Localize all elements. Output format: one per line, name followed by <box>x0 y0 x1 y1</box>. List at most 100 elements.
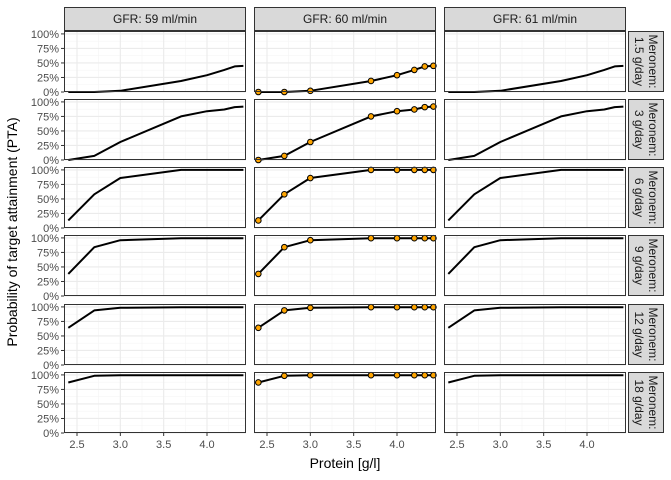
row-strip <box>628 167 664 228</box>
panel-border <box>254 235 436 296</box>
column-strip <box>64 7 246 31</box>
column-strip <box>444 7 626 31</box>
panel-background <box>64 31 246 92</box>
y-tick-label: 25% <box>37 413 59 425</box>
data-point <box>367 113 375 120</box>
panel-background <box>254 235 436 296</box>
y-tick-label: 25% <box>37 276 59 288</box>
y-tick-label: 75% <box>37 316 59 328</box>
y-tick-label: 0% <box>43 360 59 372</box>
data-point <box>255 379 262 386</box>
panel-border <box>254 304 436 365</box>
data-point <box>307 174 314 182</box>
row-strip-label-line: 9 g/day <box>632 246 646 285</box>
panel-border <box>444 31 626 92</box>
data-point <box>255 217 262 224</box>
panel-background <box>254 31 436 92</box>
row-strip-label: Meronem:12 g/day <box>632 307 660 361</box>
y-tick-label: 100% <box>31 29 59 41</box>
panel-background <box>254 372 436 433</box>
row-strip <box>628 99 664 160</box>
data-point <box>281 372 288 380</box>
data-point <box>421 371 429 379</box>
panel-border <box>444 304 626 365</box>
data-point <box>411 234 418 242</box>
facet-strips: GFR: 59 ml/min GFR: 60 ml/min GFR: 61 ml/m… <box>64 7 664 433</box>
panel-background <box>444 372 626 433</box>
row-strip-label-group: Meronem:1.5 g/day <box>632 34 660 88</box>
panel-border <box>254 167 436 228</box>
series-line <box>67 237 244 275</box>
y-tick-label: 50% <box>37 399 59 411</box>
data-point <box>411 371 418 379</box>
x-tick-label: 4.0 <box>579 439 594 451</box>
panel-background <box>444 31 626 92</box>
data-point <box>393 303 401 311</box>
row-strip-label: Meronem:1.5 g/day <box>632 34 660 88</box>
row-strip-label-line: 1.5 g/day <box>632 37 646 86</box>
x-tick-label: 3.0 <box>113 439 128 451</box>
data-point <box>430 62 437 70</box>
data-point <box>393 71 401 79</box>
data-point <box>281 243 288 251</box>
row-strip-label-line: 18 g/day <box>632 379 646 425</box>
row-strip-label-group: Meronem:3 g/day <box>632 102 660 156</box>
panel-background <box>254 99 436 160</box>
x-tick-label: 3.5 <box>346 439 361 451</box>
row-strip-label-group: Meronem:9 g/day <box>632 238 660 292</box>
row-strip-label-line: Meronem: <box>646 34 660 88</box>
data-point <box>307 304 314 312</box>
series-line <box>67 306 244 329</box>
data-point <box>255 324 262 332</box>
column-strip-label: GFR: 59 ml/min <box>113 12 197 26</box>
panel-background <box>64 99 246 160</box>
data-point <box>307 371 314 379</box>
row-strip-label-line: Meronem: <box>646 307 660 361</box>
panel-border <box>64 304 246 365</box>
row-strip-label-line: Meronem: <box>646 170 660 224</box>
row-strip-label: Meronem:9 g/day <box>632 238 660 292</box>
row-strip-label: Meronem:18 g/day <box>632 375 660 429</box>
row-strip <box>628 304 664 365</box>
data-point <box>421 234 429 242</box>
panel-border <box>444 99 626 160</box>
row-strip-label-line: 12 g/day <box>632 311 646 357</box>
row-strip-label-line: Meronem: <box>646 238 660 292</box>
panel-border <box>254 99 436 160</box>
data-point <box>281 307 288 314</box>
data-point <box>307 236 314 244</box>
data-point <box>307 138 314 146</box>
data-point <box>281 152 288 160</box>
panel-border <box>444 167 626 228</box>
panel-background <box>444 235 626 296</box>
series-line <box>68 105 244 161</box>
y-axis-title: Probability of target attainment (PTA) <box>4 117 20 346</box>
data-point <box>421 103 429 111</box>
column-strip-label: GFR: 61 ml/min <box>493 12 577 26</box>
row-strip <box>628 31 664 92</box>
row-strip-label: Meronem:3 g/day <box>632 102 660 156</box>
panel-border <box>64 167 246 228</box>
data-point <box>281 191 288 198</box>
data-point <box>367 371 375 379</box>
x-tick-label: 3.0 <box>493 439 508 451</box>
data-point <box>367 234 375 242</box>
panel-border <box>444 372 626 433</box>
y-tick-label: 75% <box>37 111 59 123</box>
x-axis-title: Protein [g/l] <box>310 455 381 471</box>
y-tick-label: 50% <box>37 331 59 343</box>
series-line <box>447 237 624 275</box>
row-strip <box>628 235 664 296</box>
y-tick-label: 100% <box>31 165 59 177</box>
row-strip-label-group: Meronem:12 g/day <box>632 307 660 361</box>
data-point <box>393 371 401 379</box>
data-point <box>307 87 314 95</box>
row-strip-label-line: Meronem: <box>646 102 660 156</box>
panel-border <box>64 99 246 160</box>
row-strip-label: Meronem:6 g/day <box>632 170 660 224</box>
y-tick-label: 100% <box>31 233 59 245</box>
data-point <box>411 303 418 311</box>
y-tick-label: 75% <box>37 384 59 396</box>
y-tick-label: 50% <box>37 262 59 274</box>
